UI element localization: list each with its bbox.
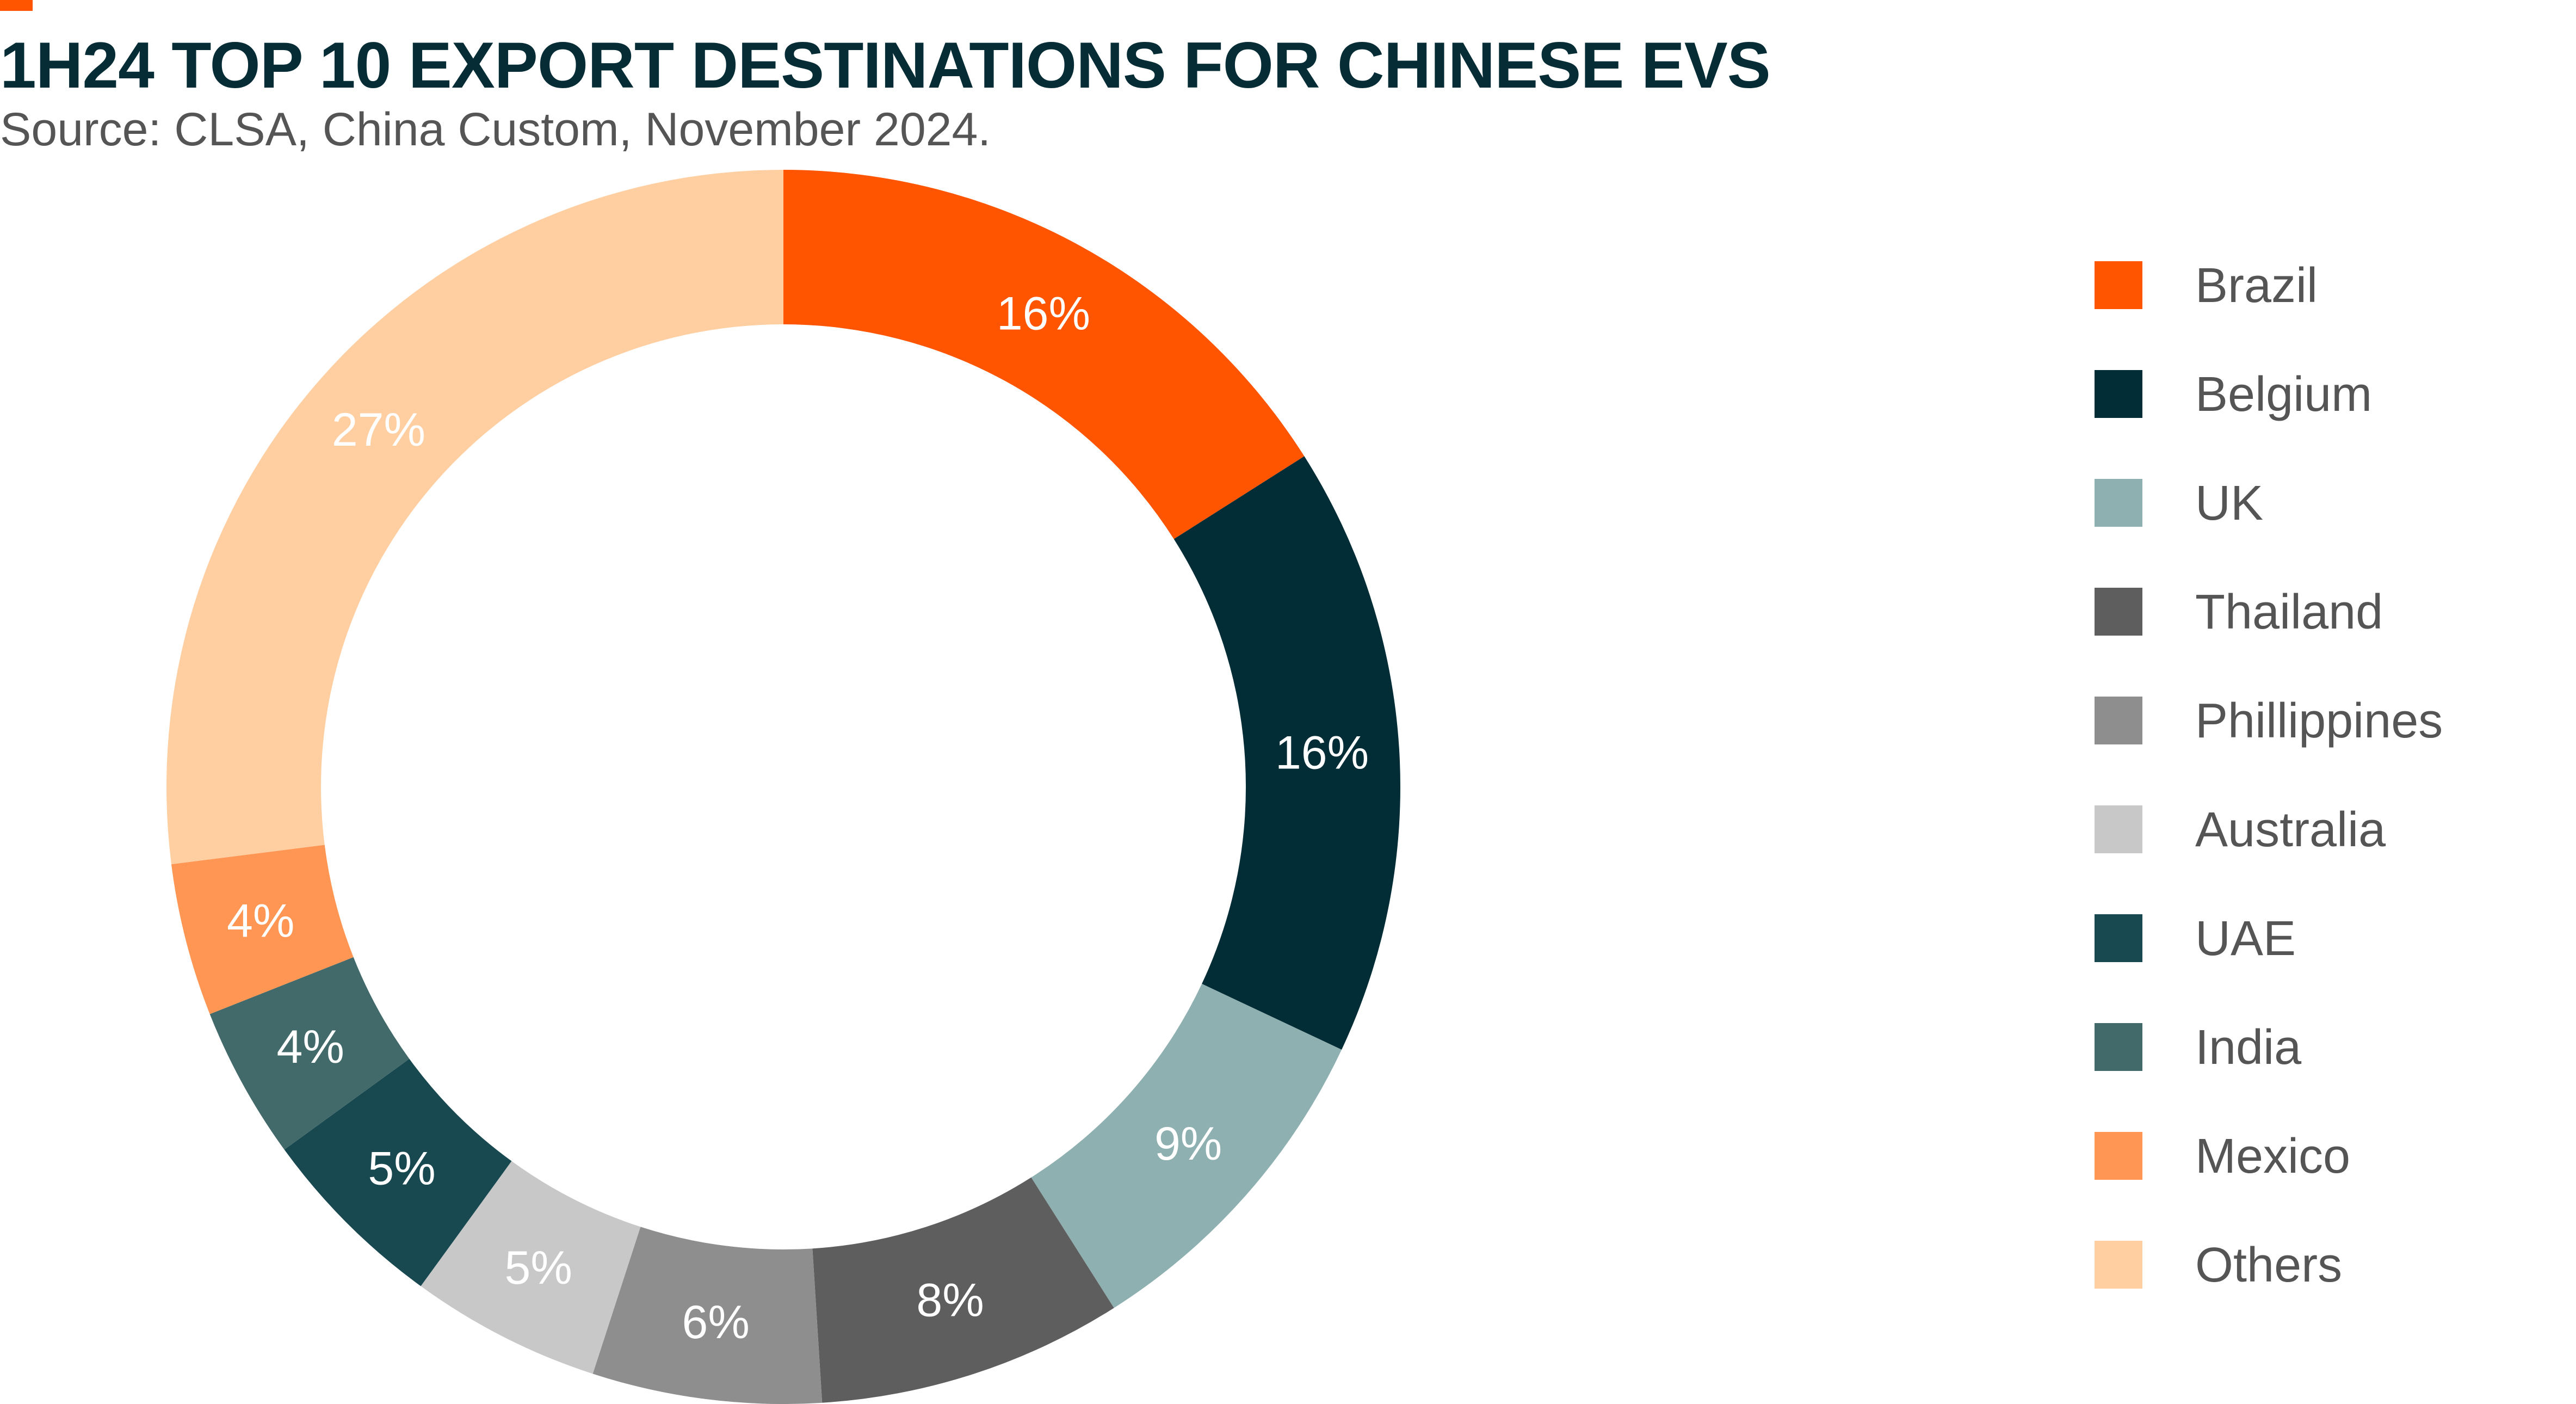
- legend-label: UK: [2195, 476, 2264, 531]
- legend-swatch: [2095, 1241, 2142, 1289]
- legend-swatch: [2095, 261, 2142, 309]
- donut-slice-phillippines: [592, 1227, 823, 1404]
- legend-label: Phillippines: [2195, 694, 2443, 748]
- slice-label-australia: 5%: [504, 1242, 572, 1294]
- slice-label-india: 4%: [277, 1021, 344, 1073]
- legend-swatch: [2095, 479, 2142, 527]
- slice-label-uk: 9%: [1154, 1118, 1222, 1170]
- legend-swatch: [2095, 588, 2142, 636]
- legend-swatch: [2095, 370, 2142, 418]
- slice-label-others: 27%: [332, 404, 425, 456]
- donut-slice-brazil: [783, 170, 1305, 539]
- donut-slice-australia: [421, 1161, 641, 1374]
- legend-label: Brazil: [2195, 258, 2318, 313]
- legend-label: UAE: [2195, 912, 2296, 966]
- legend-swatch: [2095, 1023, 2142, 1071]
- legend-label: Thailand: [2195, 585, 2383, 639]
- accent-bar: [0, 0, 33, 11]
- legend-label: Belgium: [2195, 367, 2373, 422]
- legend-label: Australia: [2195, 803, 2386, 857]
- legend-swatch: [2095, 697, 2142, 744]
- chart-source: Source: CLSA, China Custom, November 202…: [0, 103, 991, 156]
- donut-slice-thailand: [812, 1177, 1114, 1403]
- chart-title: 1H24 TOP 10 EXPORT DESTINATIONS FOR CHIN…: [0, 29, 1771, 102]
- donut-slice-others: [166, 170, 783, 865]
- donut-slice-uk: [1031, 983, 1342, 1308]
- slice-label-phillippines: 6%: [682, 1296, 750, 1348]
- slice-label-belgium: 16%: [1275, 727, 1369, 779]
- slice-label-thailand: 8%: [916, 1274, 984, 1326]
- legend-label: India: [2195, 1020, 2302, 1075]
- donut-slice-uae: [284, 1058, 512, 1286]
- donut-slice-mexico: [171, 845, 354, 1014]
- donut-slice-india: [209, 957, 410, 1150]
- slice-label-mexico: 4%: [227, 895, 294, 947]
- legend-swatch: [2095, 914, 2142, 962]
- legend-swatch: [2095, 1132, 2142, 1180]
- legend-swatch: [2095, 805, 2142, 853]
- donut-labels: 16% 16% 9% 8% 6% 5% 5% 4% 4% 27%: [227, 288, 1369, 1348]
- legend-label: Mexico: [2195, 1129, 2351, 1184]
- slice-label-brazil: 16%: [997, 288, 1090, 340]
- donut-slices: [166, 170, 1400, 1404]
- donut-slice-belgium: [1173, 456, 1400, 1050]
- legend-label: Others: [2195, 1238, 2343, 1292]
- slice-label-uae: 5%: [368, 1142, 435, 1194]
